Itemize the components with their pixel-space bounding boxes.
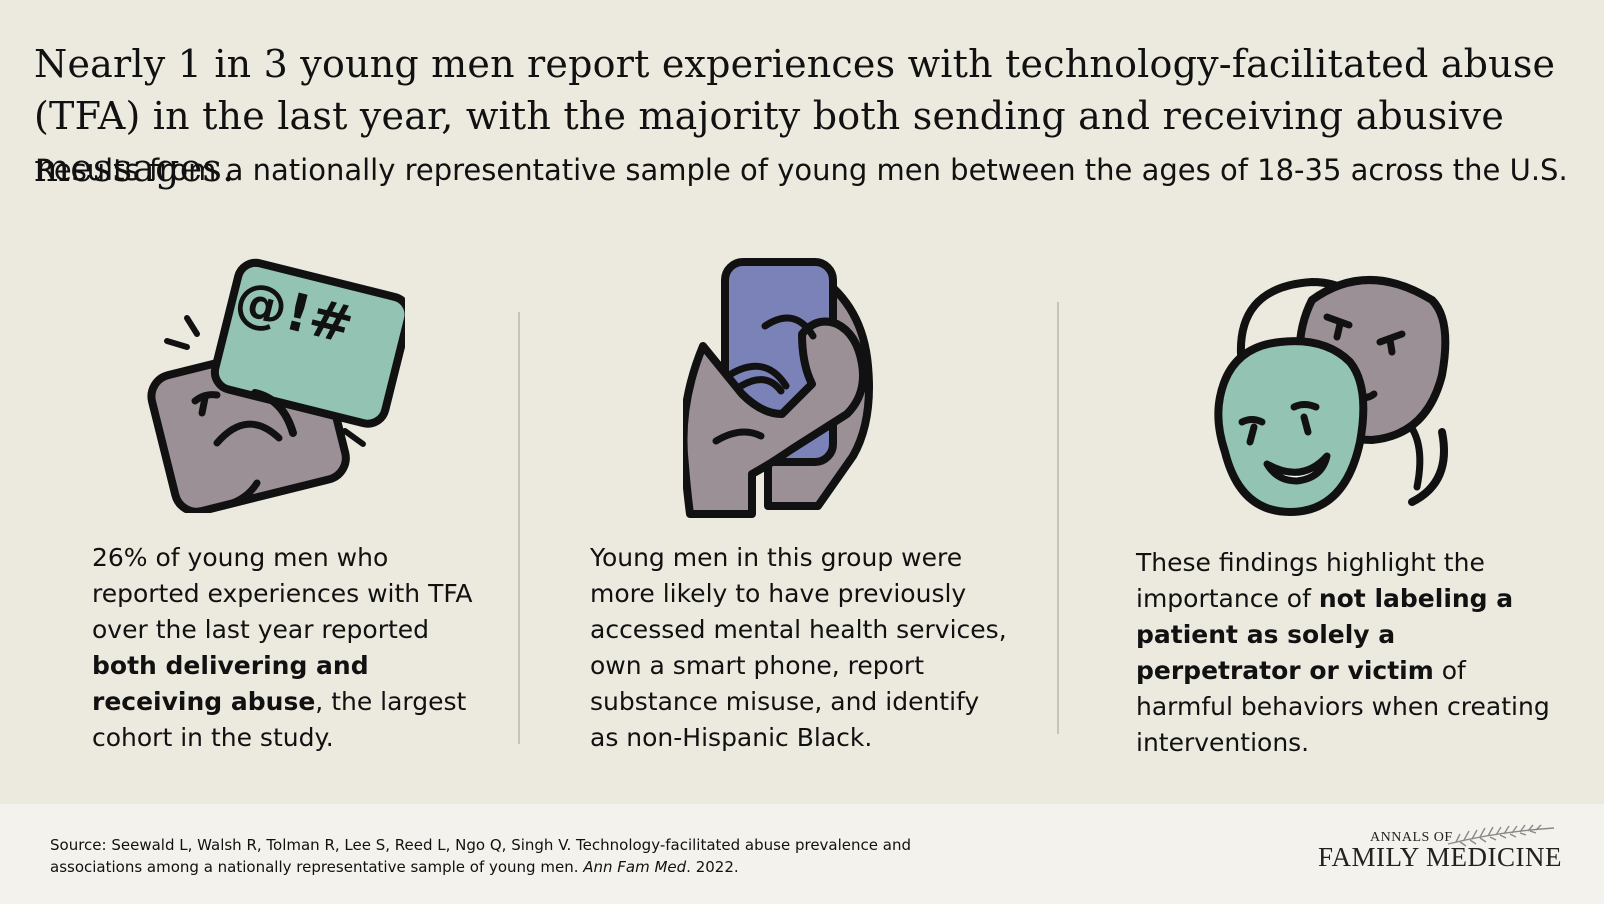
footer: Source: Seewald L, Walsh R, Tolman R, Le… <box>0 804 1604 904</box>
emphasis-text: both delivering and receiving abuse <box>92 651 369 716</box>
logo-annals-of: ANNALS OF <box>1370 830 1453 845</box>
column-text-group-characteristics: Young men in this group were more likely… <box>590 543 1007 752</box>
divider-right <box>1057 302 1059 734</box>
divider-left <box>518 312 520 744</box>
headline: Nearly 1 in 3 young men report experienc… <box>34 42 1556 190</box>
theater-masks-icon <box>1214 276 1450 516</box>
column-text-findings: These findings highlight the importance … <box>1136 548 1550 757</box>
journal-name: Ann Fam Med <box>583 858 687 876</box>
column-text-tfa-prevalence: 26% of young men who reported experience… <box>92 543 473 752</box>
subheadline: Results from a nationally representative… <box>35 153 1568 187</box>
source-citation: Source: Seewald L, Walsh R, Tolman R, Le… <box>50 836 911 876</box>
logo-family-medicine: FAMILY MEDICINE <box>1318 842 1563 872</box>
annals-family-medicine-logo: ANNALS OF FAMILY MEDICINE <box>1318 824 1568 886</box>
hands-holding-phone-icon <box>683 258 873 518</box>
speech-bubbles-swearing-icon: @!# <box>147 258 405 513</box>
leaf-icon <box>1447 824 1555 847</box>
emphasis-text: not labeling a patient as solely a perpe… <box>1136 584 1514 685</box>
